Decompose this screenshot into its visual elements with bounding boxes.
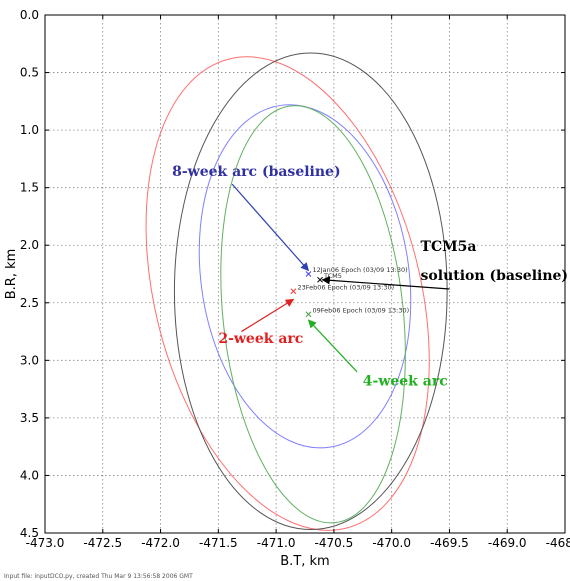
x-tick-label: -472.0 (141, 536, 180, 550)
annotations: 8-week arc (baseline) TCM5a solution (base… (172, 164, 568, 390)
epoch-label: 23Feb06 Epoch (03/09 13:30) (297, 283, 394, 291)
covariance-ellipse (220, 105, 406, 524)
annotation-label: solution (baseline) (421, 268, 569, 284)
covariance-ellipse (173, 52, 448, 531)
x-tick-label: -469.0 (488, 536, 527, 550)
y-tick-label: 1.5 (20, 181, 39, 195)
x-tick-label: -473.0 (26, 536, 65, 550)
y-tick-label: 4.5 (20, 526, 39, 540)
x-tick-label: -470.5 (315, 536, 354, 550)
annotation-label: 4-week arc (363, 374, 448, 390)
footer-text: Input file: inputDCO.py, created Thu Mar… (4, 573, 193, 580)
y-tick-label: 4.0 (20, 468, 39, 482)
covariance-ellipse (198, 104, 412, 449)
y-tick-label: 0.0 (20, 8, 39, 22)
x-tick-label: -472.5 (83, 536, 122, 550)
x-tick-label: -471.5 (199, 536, 238, 550)
x-tick-label: -468.5 (546, 536, 570, 550)
annotation-arrow (321, 276, 450, 290)
annotation-arrow (231, 183, 310, 272)
annotation-arrow (241, 298, 295, 333)
x-tick-label: -470.0 (372, 536, 411, 550)
x-tick-label: -471.0 (257, 536, 296, 550)
y-tick-label: 0.5 (20, 66, 39, 80)
ticks: -473.0 -472.5 -472.0 -471.5 -471.0 -470.5 -470… (20, 8, 570, 550)
y-tick-label: 3.0 (20, 353, 39, 367)
y-tick-label: 3.5 (20, 411, 39, 425)
epoch-label: TCM5 (323, 272, 342, 280)
x-tick-label: -469.5 (430, 536, 469, 550)
annotation-label: 8-week arc (baseline) (172, 164, 340, 180)
annotation-label: TCM5a (421, 239, 477, 255)
y-axis-label: B.R, km (4, 249, 19, 300)
epoch-label: 12Jan06 Epoch (03/09 13:30) (312, 266, 407, 274)
annotation-label: 2-week arc (218, 331, 303, 347)
annotation-arrow (307, 319, 358, 373)
ellipses (145, 52, 448, 531)
plot-frame (44, 14, 566, 534)
epoch-marker (305, 311, 312, 318)
y-tick-label: 2.0 (20, 238, 39, 252)
x-axis-label: B.T, km (280, 554, 329, 569)
epoch-marker (305, 271, 312, 277)
epoch-label: 09Feb06 Epoch (03/09 13:30) (312, 306, 409, 314)
grid (45, 15, 565, 533)
epoch-marker (317, 276, 323, 283)
y-tick-label: 1.0 (20, 123, 39, 137)
y-tick-label: 2.5 (20, 296, 39, 310)
covariance-ellipse (145, 56, 430, 531)
epoch-marker (290, 288, 297, 295)
